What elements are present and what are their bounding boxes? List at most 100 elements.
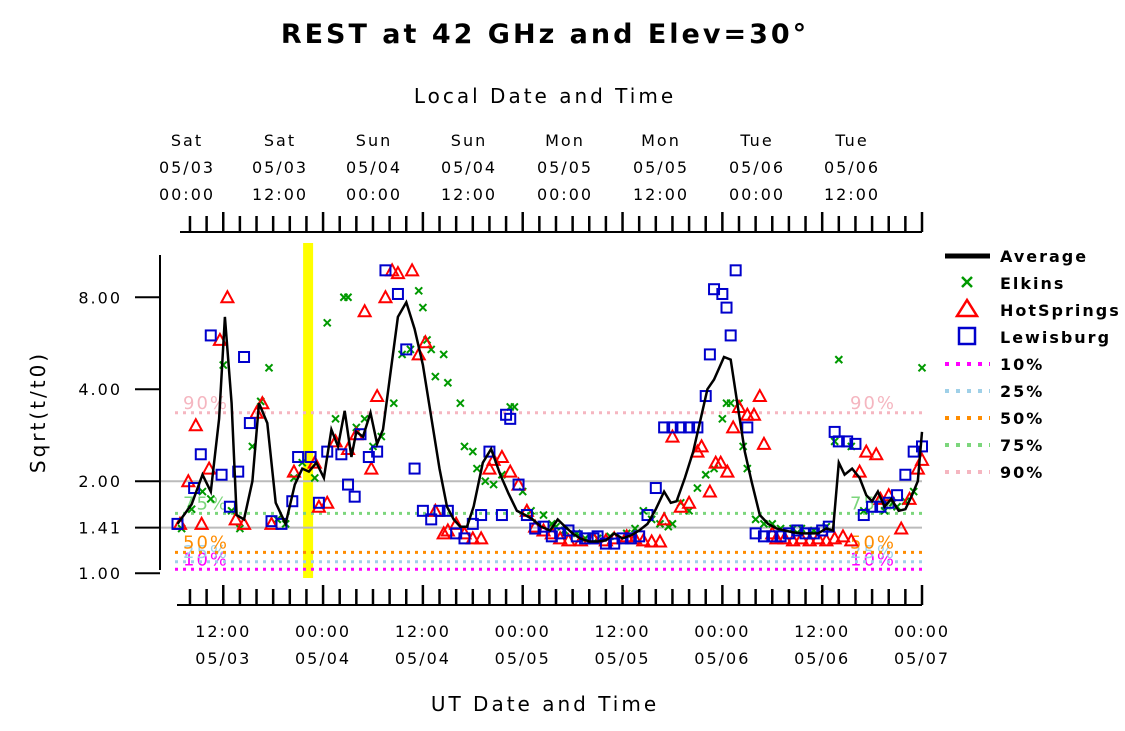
lewisburg-point bbox=[857, 509, 870, 522]
elkins-point bbox=[323, 318, 332, 327]
top-tick-label: 05/05 bbox=[633, 158, 689, 177]
lewisburg-point bbox=[504, 412, 517, 425]
bottom-tick-label: 00:00 bbox=[495, 622, 551, 641]
lewisburg-point bbox=[616, 532, 629, 545]
y-axis-title: Sqrt(t/t0) bbox=[26, 351, 50, 473]
lewisburg-point bbox=[391, 287, 404, 300]
lewisburg-point bbox=[899, 468, 912, 481]
hotsprings-point bbox=[719, 463, 736, 478]
lewisburg-point bbox=[729, 264, 742, 277]
lewisburg-point bbox=[408, 462, 421, 475]
hotsprings-point bbox=[411, 346, 427, 361]
hotsprings-point bbox=[858, 443, 874, 458]
legend-swatch bbox=[957, 326, 977, 346]
hotsprings-point bbox=[643, 533, 660, 548]
bottom-tick-label: 00:00 bbox=[694, 622, 750, 641]
top-tick-label: 12:00 bbox=[252, 185, 308, 204]
top-tick-label: 00:00 bbox=[537, 185, 593, 204]
lewisburg-point bbox=[666, 421, 679, 434]
lewisburg-point bbox=[215, 468, 228, 481]
lewisburg-point bbox=[512, 478, 525, 491]
legend-label: 10% bbox=[1000, 355, 1044, 374]
top-tick-label: 05/03 bbox=[252, 158, 308, 177]
bottom-tick-label: 05/06 bbox=[694, 649, 750, 668]
percentile-label: 10% bbox=[183, 549, 229, 570]
hotsprings-point bbox=[843, 532, 859, 547]
elkins-point bbox=[489, 480, 498, 489]
plot-background bbox=[303, 243, 314, 578]
legend: Average Elkins HotSprings Lewisburg 10% 25% 50… bbox=[945, 247, 1121, 482]
hotsprings-point bbox=[681, 494, 697, 509]
hotsprings-point bbox=[219, 289, 236, 304]
legend-swatch bbox=[954, 297, 980, 318]
hotsprings-point bbox=[756, 435, 772, 450]
lewisburg-point bbox=[529, 522, 542, 535]
hotsprings-point bbox=[502, 463, 518, 478]
hotsprings-point bbox=[893, 520, 909, 535]
legend-label: Average bbox=[1000, 247, 1088, 266]
top-tick-label: 05/04 bbox=[346, 158, 402, 177]
lewisburg-point bbox=[379, 264, 392, 277]
legend-label: HotSprings bbox=[1000, 301, 1121, 320]
lewisburg-point bbox=[849, 437, 862, 450]
lewisburg-point bbox=[194, 448, 207, 461]
lewisburg-point bbox=[724, 329, 737, 342]
legend-label: Elkins bbox=[1000, 274, 1065, 293]
y-tick-label: 8.00 bbox=[78, 288, 122, 307]
lewisburg-point bbox=[223, 500, 236, 513]
bottom-tick-label: 12:00 bbox=[195, 622, 251, 641]
top-tick-label: 00:00 bbox=[159, 185, 215, 204]
lewisburg-point bbox=[475, 509, 488, 522]
lewisburg-point bbox=[649, 482, 662, 495]
lewisburg-point bbox=[716, 287, 729, 300]
elkins-point bbox=[331, 414, 340, 424]
legend-item: 10% bbox=[945, 355, 1044, 374]
hotsprings-point bbox=[868, 446, 884, 461]
top-axis-title: Local Date and Time bbox=[414, 84, 676, 108]
hotsprings-point bbox=[286, 463, 302, 478]
lewisburg-point bbox=[703, 348, 716, 361]
top-tick-label: Mon bbox=[545, 131, 585, 150]
legend-label: Lewisburg bbox=[1000, 328, 1111, 347]
lewisburg-point bbox=[171, 517, 184, 530]
elkins-point bbox=[389, 399, 398, 408]
hotsprings-point bbox=[481, 460, 498, 475]
elkins-point bbox=[431, 372, 440, 381]
elkins-point bbox=[343, 293, 353, 302]
bottom-tick-label: 05/03 bbox=[195, 649, 251, 668]
top-tick-label: Tue bbox=[834, 131, 868, 150]
series-average-line bbox=[176, 299, 924, 543]
lewisburg-point bbox=[720, 301, 733, 314]
lewisburg-point bbox=[570, 530, 583, 543]
hotsprings-point bbox=[652, 533, 668, 548]
hotsprings-point bbox=[384, 262, 400, 277]
legend-label: 75% bbox=[1000, 436, 1044, 455]
legend-label: 90% bbox=[1000, 463, 1044, 482]
lewisburg-point bbox=[832, 435, 845, 448]
lewisburg-point bbox=[416, 504, 429, 517]
legend-item: Elkins bbox=[961, 274, 1065, 293]
hotsprings-point bbox=[228, 511, 244, 526]
lewisburg-point bbox=[243, 417, 256, 430]
top-tick-label: 12:00 bbox=[824, 185, 880, 204]
hotsprings-point bbox=[752, 387, 768, 403]
hotsprings-point bbox=[436, 525, 452, 540]
lewisburg-point bbox=[335, 448, 348, 461]
bottom-tick-label: 12:00 bbox=[395, 622, 451, 641]
legend-label: 25% bbox=[1000, 382, 1044, 401]
hotsprings-point bbox=[785, 532, 801, 547]
hotsprings-point bbox=[236, 515, 252, 530]
legend-swatch bbox=[961, 276, 973, 288]
hotsprings-point bbox=[363, 460, 380, 475]
legend-item: HotSprings bbox=[954, 297, 1121, 320]
elkins-point bbox=[310, 473, 319, 483]
hotsprings-point bbox=[188, 417, 204, 432]
elkins-point bbox=[418, 303, 428, 312]
elkins-point bbox=[539, 510, 548, 520]
legend-item: 25% bbox=[945, 382, 1044, 401]
hotsprings-point bbox=[377, 289, 394, 304]
lewisburg-point bbox=[741, 421, 754, 434]
elkins-point bbox=[414, 286, 423, 295]
hotsprings-point bbox=[473, 530, 489, 545]
bottom-tick-label: 05/04 bbox=[395, 649, 451, 668]
